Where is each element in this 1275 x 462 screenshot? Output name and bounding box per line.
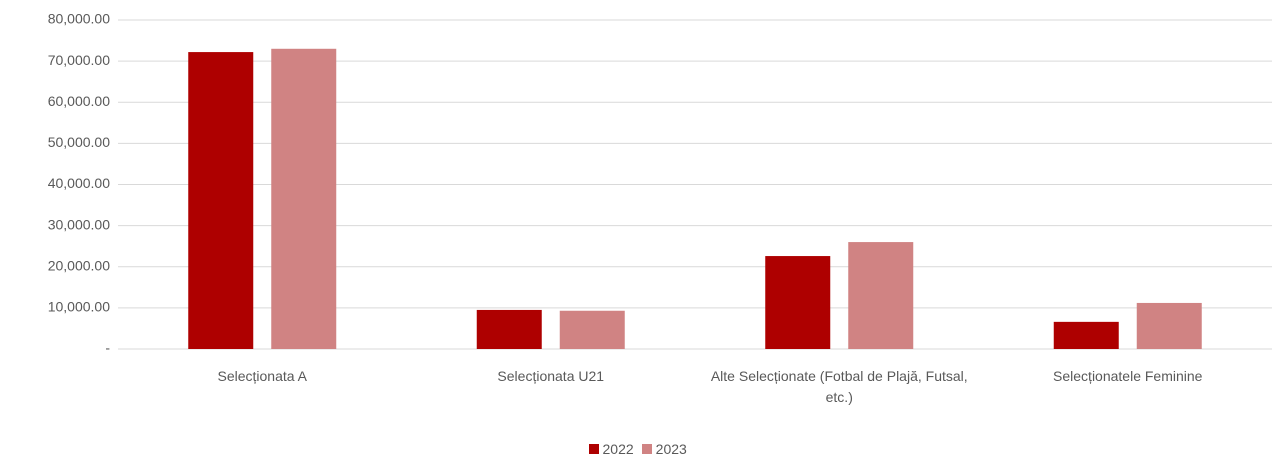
legend-swatch <box>588 444 599 454</box>
legend-swatch <box>641 444 652 454</box>
legend-label: 2023 <box>655 441 687 457</box>
x-tick-label: Selecționata U21 <box>497 368 605 384</box>
y-tick-label: 60,000.00 <box>48 93 110 109</box>
x-tick-label: Alte Selecționate (Fotbal de Plajă, Futs… <box>710 368 968 405</box>
legend: 2022 2023 <box>588 440 695 458</box>
bar <box>1136 302 1202 349</box>
bar <box>765 256 831 349</box>
bar <box>271 48 337 349</box>
y-tick-label: 40,000.00 <box>48 175 110 191</box>
y-tick-label: 70,000.00 <box>48 52 110 68</box>
bar <box>476 309 542 349</box>
y-tick-label: 10,000.00 <box>48 299 110 315</box>
y-tick-label: 50,000.00 <box>48 134 110 150</box>
bar <box>559 310 625 349</box>
bar <box>1053 321 1119 349</box>
legend-item: 2022 <box>588 440 634 458</box>
bar <box>188 52 254 349</box>
legend-label: 2022 <box>602 441 634 457</box>
bar <box>848 242 914 349</box>
y-tick-label: 30,000.00 <box>48 216 110 232</box>
x-tick-label: Selecționatele Feminine <box>1053 368 1203 384</box>
y-tick-label: 20,000.00 <box>48 257 110 273</box>
x-tick-label: Selecționata A <box>217 368 307 384</box>
y-tick-label: 80,000.00 <box>48 11 110 27</box>
y-tick-label: - <box>105 340 110 356</box>
legend-item: 2023 <box>641 440 687 458</box>
